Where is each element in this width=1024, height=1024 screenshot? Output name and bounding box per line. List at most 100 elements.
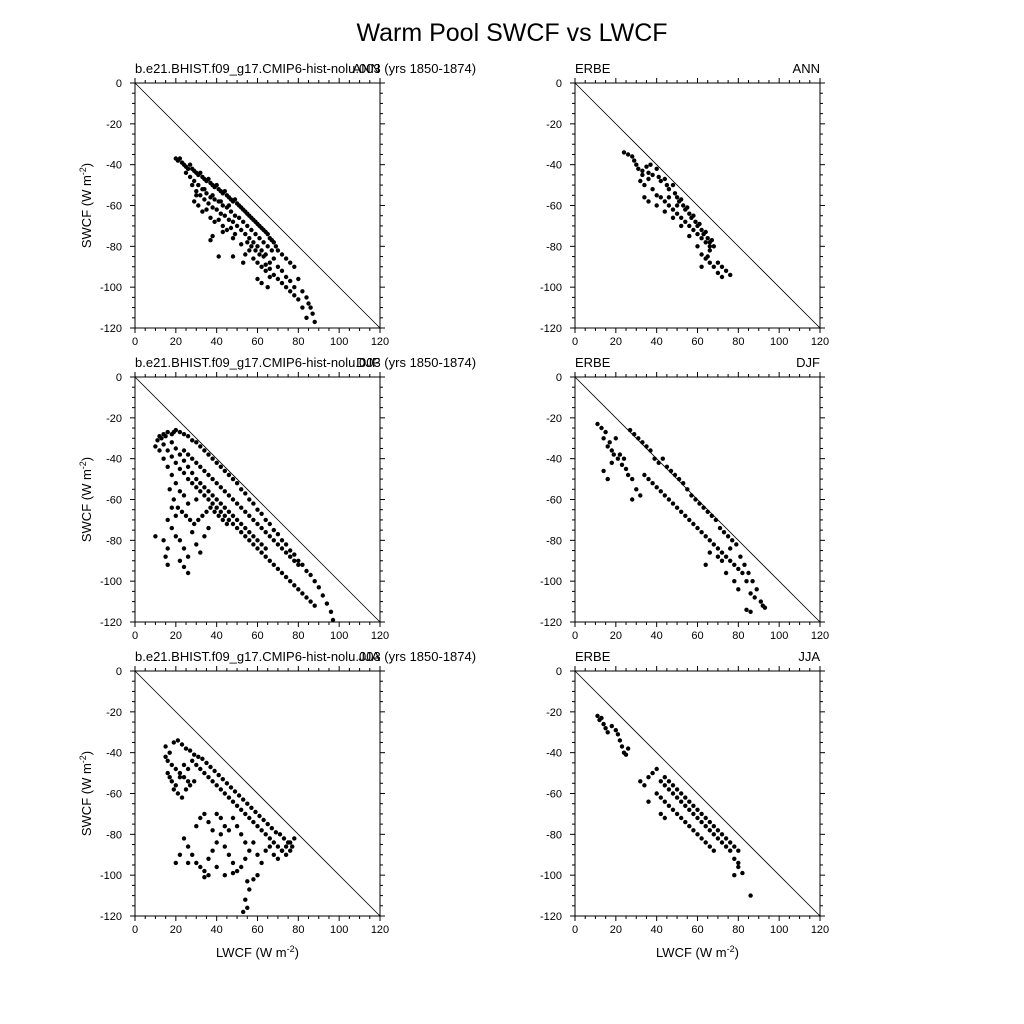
data-point [255,244,260,249]
data-point [153,444,158,449]
data-point [153,534,158,539]
x-tick-label: 120 [371,924,389,936]
data-point [232,197,238,202]
data-point [595,713,600,719]
data-point [719,550,725,555]
data-point [192,779,197,784]
data-point [190,481,195,486]
data-point [670,791,676,796]
data-point [230,860,236,866]
y-tick-label: 0 [556,666,562,678]
data-point [681,481,686,486]
data-point [247,538,252,543]
y-tick-label: -80 [546,241,562,253]
data-point [265,231,270,237]
data-point [210,779,215,784]
data-point [304,568,309,574]
data-point [218,485,223,490]
data-point [658,779,663,784]
data-point [269,826,274,831]
data-point [239,530,244,535]
data-point [703,534,708,539]
panels-container: 0 20 40 60 80 100 120 0 -20 -40 -60 -80 -100 -120 b.e2… [78,61,829,960]
data-point [234,223,240,229]
data-point [699,530,704,535]
data-point [224,521,230,527]
data-point [308,572,313,578]
y-tick-label: -40 [546,160,562,172]
data-point [283,574,289,580]
data-point [210,233,215,239]
panel-title-left: ERBE [575,61,611,76]
data-point [646,775,651,780]
data-point [283,274,289,280]
data-point [230,236,236,241]
data-point [241,260,246,265]
y-tick-label: -120 [540,911,562,923]
x-tick-label: 0 [572,924,578,936]
data-point [212,197,217,202]
panel-title-right: ANN [353,61,380,76]
data-point [251,501,256,506]
data-point [723,844,729,849]
data-point [736,860,741,866]
data-point [279,538,285,543]
data-point [216,513,221,518]
data-point [249,244,254,249]
data-point [247,530,252,535]
y-tick-label: -20 [546,413,562,425]
data-point [192,521,197,527]
y-tick-label: -20 [106,707,122,719]
data-point [683,819,688,825]
data-point [261,240,266,245]
data-point [251,877,256,882]
data-point [662,199,667,204]
data-point [185,860,191,866]
data-point [210,205,215,210]
data-point [194,824,199,829]
data-point [214,481,219,486]
panel-title-left: ERBE [575,649,611,664]
data-point [204,191,209,196]
data-point [666,203,672,208]
y-tick-label: -120 [100,323,122,335]
data-point [169,779,174,784]
data-point [226,203,232,208]
data-point [699,236,704,241]
data-point [642,783,647,788]
data-point [707,819,712,825]
data-point [730,538,735,543]
data-point [177,775,183,780]
data-point [222,513,227,518]
data-point [181,836,187,841]
data-point [214,864,219,870]
data-point [279,848,285,853]
data-point [263,268,268,273]
y-tick-label: 0 [116,372,122,384]
data-point [679,197,684,202]
data-point [169,454,174,459]
data-point [605,476,610,482]
data-point [654,791,659,796]
data-point [674,211,680,216]
data-point [292,264,297,269]
data-point [194,497,199,502]
data-point [255,824,260,829]
x-tick-label: 40 [211,336,223,348]
data-point [234,501,240,506]
data-point [296,587,301,592]
data-point [175,738,181,743]
y-tick-label: -60 [106,495,122,507]
data-point [202,485,207,490]
scatter-panel-3: 0 20 40 60 80 100 120 0 -20 -40 -60 -80 -100 -120 b.e2… [78,355,476,642]
panel-title-right: JJA [358,649,380,664]
data-point [711,824,716,829]
data-point [234,868,240,874]
data-point [255,276,260,282]
x-tick-label: 60 [251,630,263,642]
data-point [732,579,737,584]
data-point [173,427,178,433]
data-point [247,887,252,892]
data-point [699,264,704,269]
data-point [161,456,166,461]
